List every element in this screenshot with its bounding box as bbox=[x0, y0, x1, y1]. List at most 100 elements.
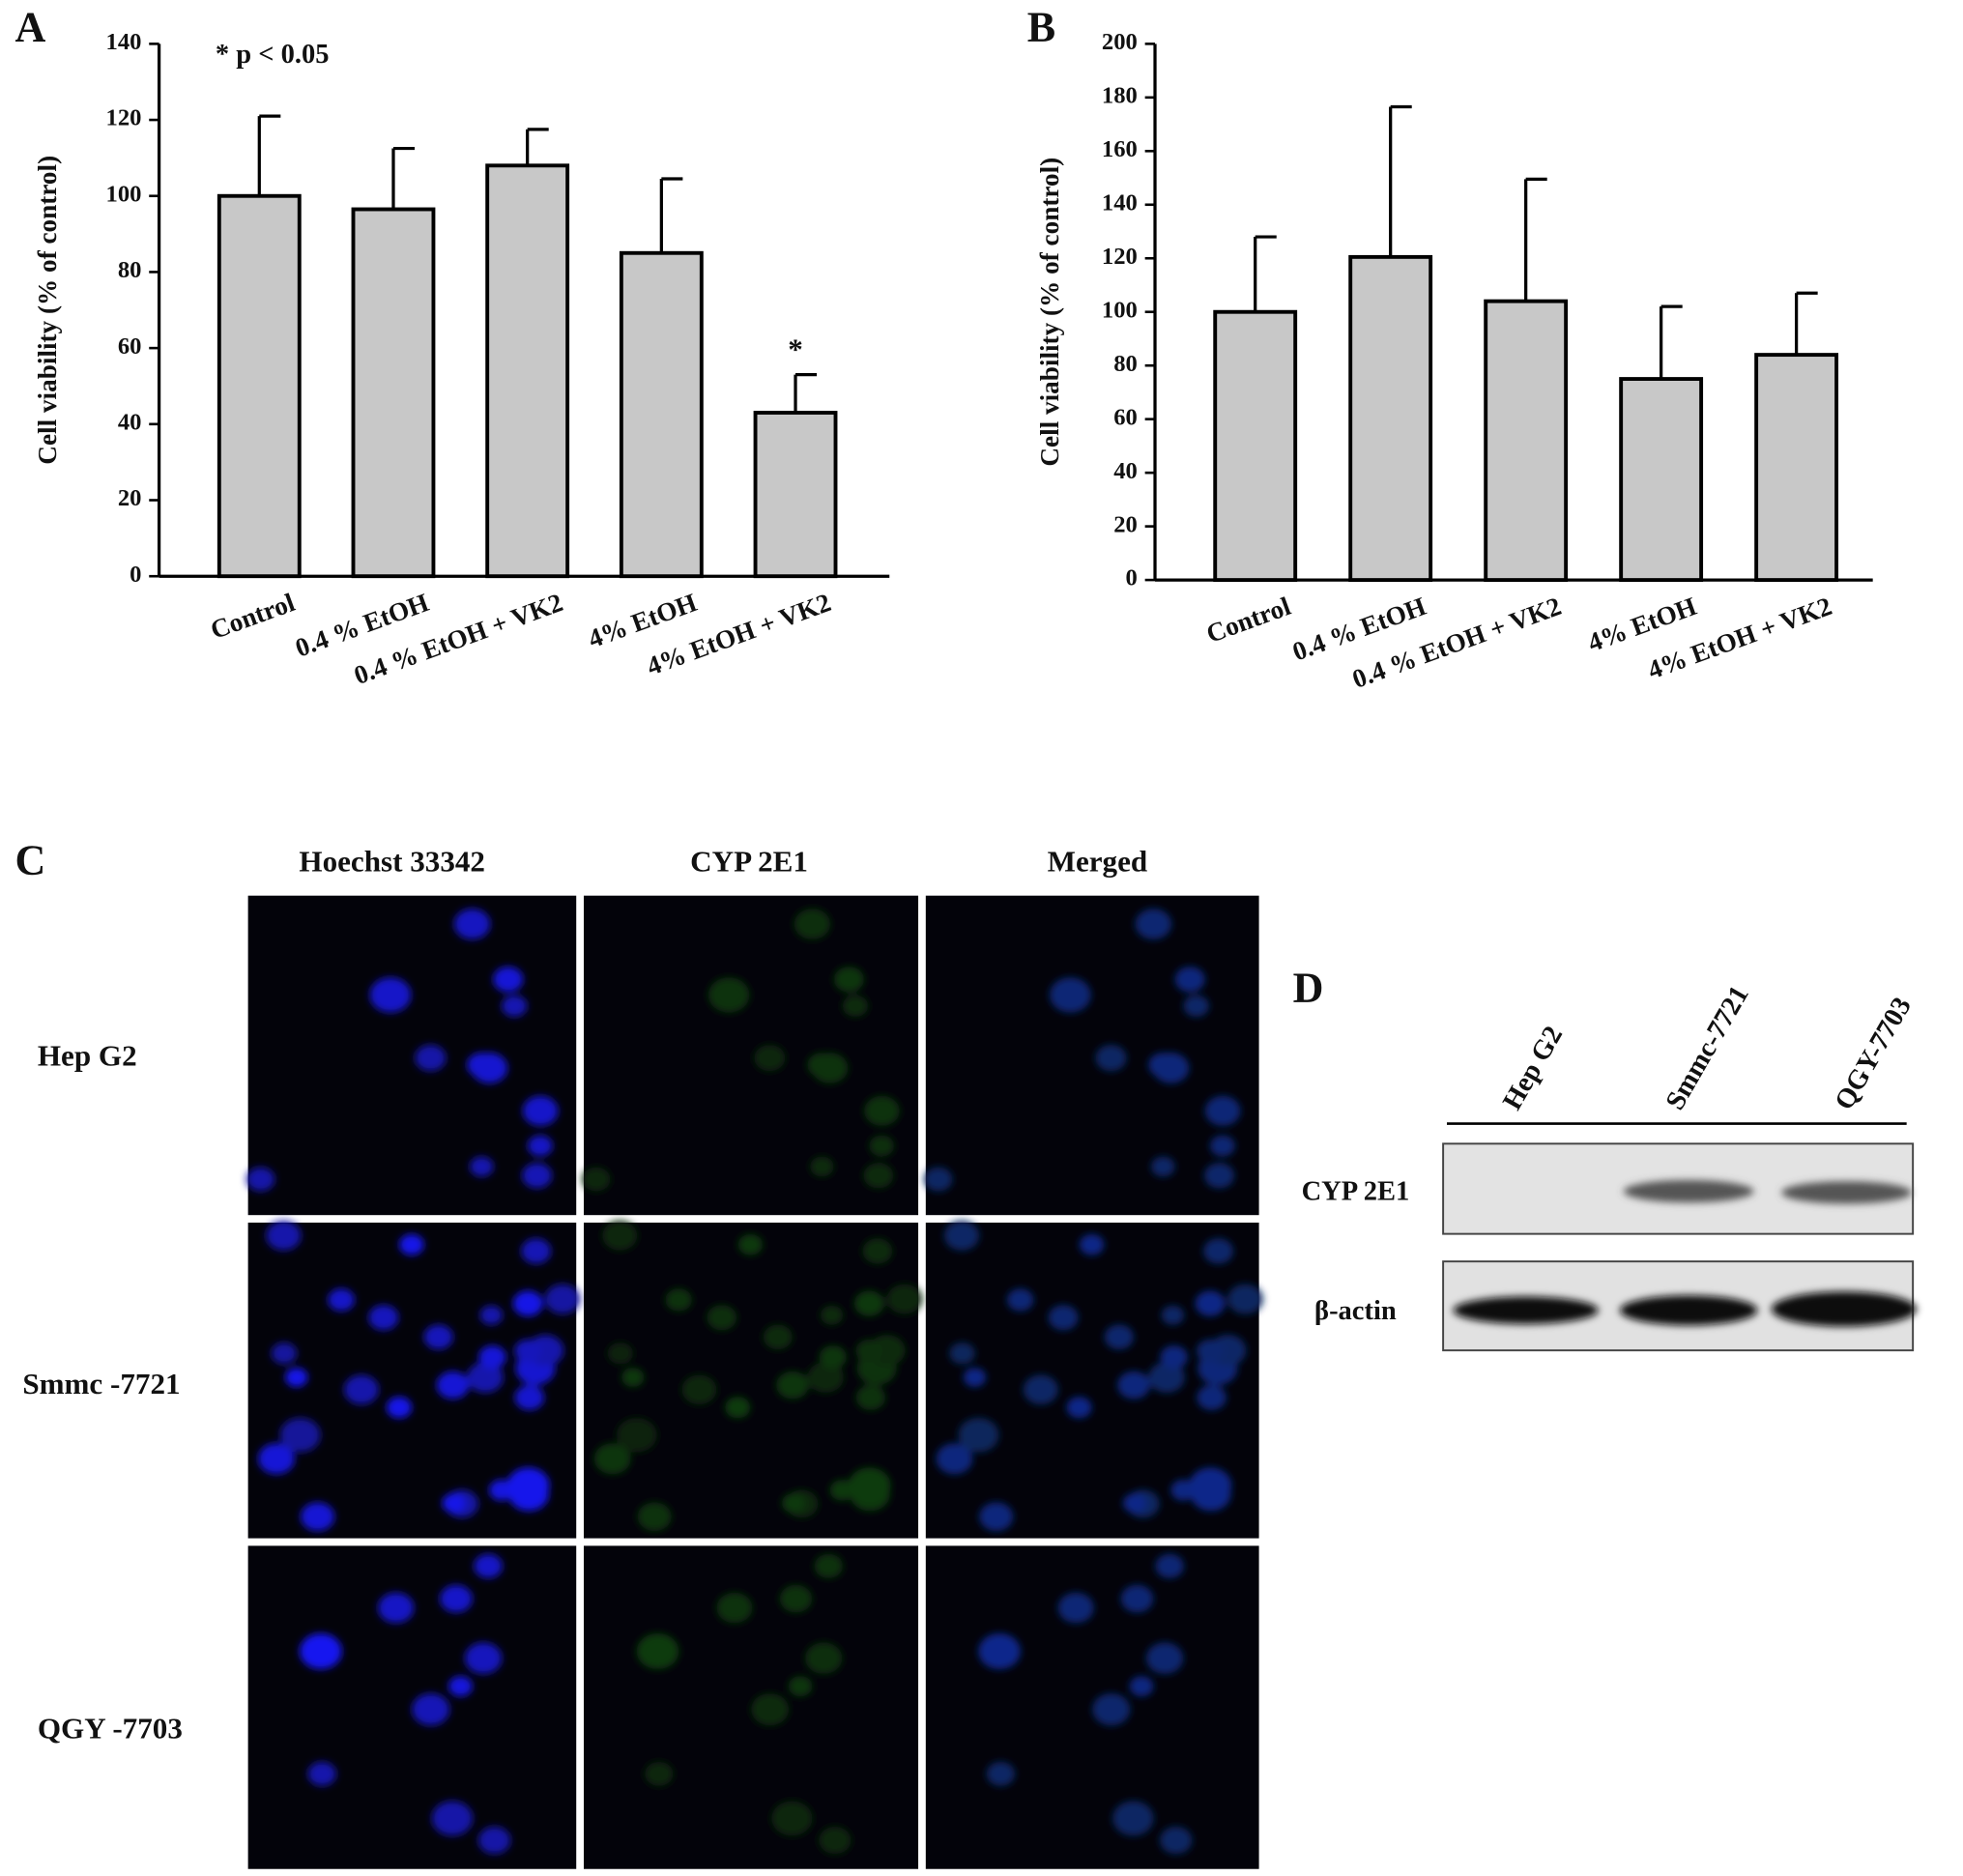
cell bbox=[781, 1493, 805, 1514]
cell bbox=[258, 1443, 295, 1475]
cell bbox=[636, 1632, 679, 1670]
error-bar bbox=[1794, 291, 1818, 356]
cell bbox=[1196, 1339, 1225, 1363]
cell bbox=[1145, 1642, 1184, 1674]
y-tick-label: 200 bbox=[1102, 29, 1138, 55]
row-label: Hep G2 bbox=[38, 1038, 137, 1072]
cell-group bbox=[636, 1553, 852, 1855]
cell bbox=[593, 1443, 631, 1475]
cell bbox=[368, 1305, 399, 1331]
y-axis-label: Cell viability (% of control) bbox=[33, 156, 62, 465]
cell bbox=[1155, 1553, 1184, 1578]
cell bbox=[1092, 1693, 1131, 1726]
cell bbox=[853, 1290, 884, 1316]
cell bbox=[544, 1284, 581, 1314]
cell bbox=[1066, 1397, 1092, 1419]
cell bbox=[279, 1417, 321, 1453]
micrograph bbox=[925, 895, 1259, 1216]
cell bbox=[794, 909, 831, 940]
bar bbox=[351, 207, 436, 579]
cell bbox=[1152, 1053, 1190, 1083]
annotation: * p < 0.05 bbox=[216, 40, 330, 70]
cell bbox=[1174, 967, 1205, 993]
cell bbox=[1079, 1233, 1105, 1255]
blot-band bbox=[1453, 1296, 1599, 1324]
cell-group bbox=[300, 1553, 511, 1855]
bar bbox=[1348, 254, 1433, 583]
y-tick-label: 120 bbox=[106, 105, 142, 131]
cell bbox=[1122, 1493, 1146, 1514]
cell bbox=[1023, 1374, 1058, 1405]
cell bbox=[1195, 1290, 1226, 1316]
cell bbox=[751, 1693, 790, 1726]
cell bbox=[1227, 1284, 1263, 1314]
cell bbox=[514, 1339, 542, 1363]
cell bbox=[725, 1397, 751, 1419]
cell bbox=[602, 1221, 638, 1251]
cell bbox=[681, 1374, 717, 1405]
cell bbox=[582, 1167, 611, 1192]
cell bbox=[1209, 1135, 1235, 1157]
cell bbox=[343, 1374, 379, 1405]
cell bbox=[1135, 909, 1172, 940]
lane-label: QGY-7703 bbox=[1830, 993, 1918, 1115]
column-header: CYP 2E1 bbox=[690, 844, 808, 878]
y-tick-label: 20 bbox=[1113, 511, 1138, 537]
cell bbox=[1048, 1305, 1079, 1331]
cell bbox=[707, 1305, 737, 1331]
y-tick-label: 20 bbox=[118, 485, 142, 511]
y-tick-label: 60 bbox=[118, 333, 142, 360]
cell bbox=[1151, 1156, 1175, 1177]
cell bbox=[1183, 995, 1209, 1018]
cell bbox=[512, 1290, 543, 1316]
cell bbox=[1120, 1584, 1154, 1613]
cell bbox=[855, 1339, 883, 1363]
cell bbox=[474, 1553, 503, 1578]
cell bbox=[958, 1417, 999, 1453]
x-tick-label: Control bbox=[207, 588, 299, 645]
y-tick-label: 140 bbox=[1102, 189, 1138, 216]
cell bbox=[521, 1238, 552, 1264]
micrograph bbox=[583, 1545, 919, 1869]
cell bbox=[440, 1584, 473, 1613]
y-tick-label: 40 bbox=[1113, 458, 1138, 484]
y-tick-label: 100 bbox=[1102, 297, 1138, 323]
error-bar bbox=[1524, 177, 1547, 302]
error-bar bbox=[1254, 235, 1277, 312]
y-tick-label: 40 bbox=[118, 409, 142, 435]
significance-marker: * bbox=[788, 332, 803, 365]
cell bbox=[271, 1342, 298, 1365]
cell bbox=[285, 1368, 308, 1387]
cell bbox=[869, 1135, 895, 1157]
cell bbox=[665, 1288, 693, 1312]
blot-band bbox=[1781, 1181, 1912, 1204]
bar bbox=[619, 250, 704, 579]
cell bbox=[501, 995, 528, 1018]
cell bbox=[986, 1761, 1016, 1786]
cell-group bbox=[245, 909, 559, 1192]
bar bbox=[1213, 309, 1298, 583]
cell bbox=[979, 1502, 1014, 1532]
cell bbox=[307, 1761, 336, 1786]
cell bbox=[1189, 1467, 1232, 1504]
cell bbox=[493, 967, 524, 993]
cell bbox=[245, 1167, 275, 1192]
cell bbox=[301, 1502, 335, 1532]
cell bbox=[378, 1592, 415, 1624]
cell bbox=[448, 1676, 473, 1697]
panel-label: C bbox=[15, 836, 46, 883]
cell bbox=[1112, 1801, 1154, 1836]
error-bar bbox=[257, 114, 281, 196]
cell bbox=[924, 1167, 953, 1192]
bar bbox=[485, 163, 570, 579]
cell bbox=[936, 1443, 973, 1475]
cell-group bbox=[924, 909, 1241, 1192]
cell bbox=[1057, 1592, 1094, 1624]
cell bbox=[1104, 1324, 1134, 1350]
cell bbox=[514, 1384, 545, 1410]
cell bbox=[464, 1642, 503, 1674]
cell bbox=[442, 1493, 466, 1514]
cell bbox=[814, 1553, 844, 1578]
panel-label: D bbox=[1293, 965, 1324, 1012]
cell bbox=[807, 1362, 845, 1394]
